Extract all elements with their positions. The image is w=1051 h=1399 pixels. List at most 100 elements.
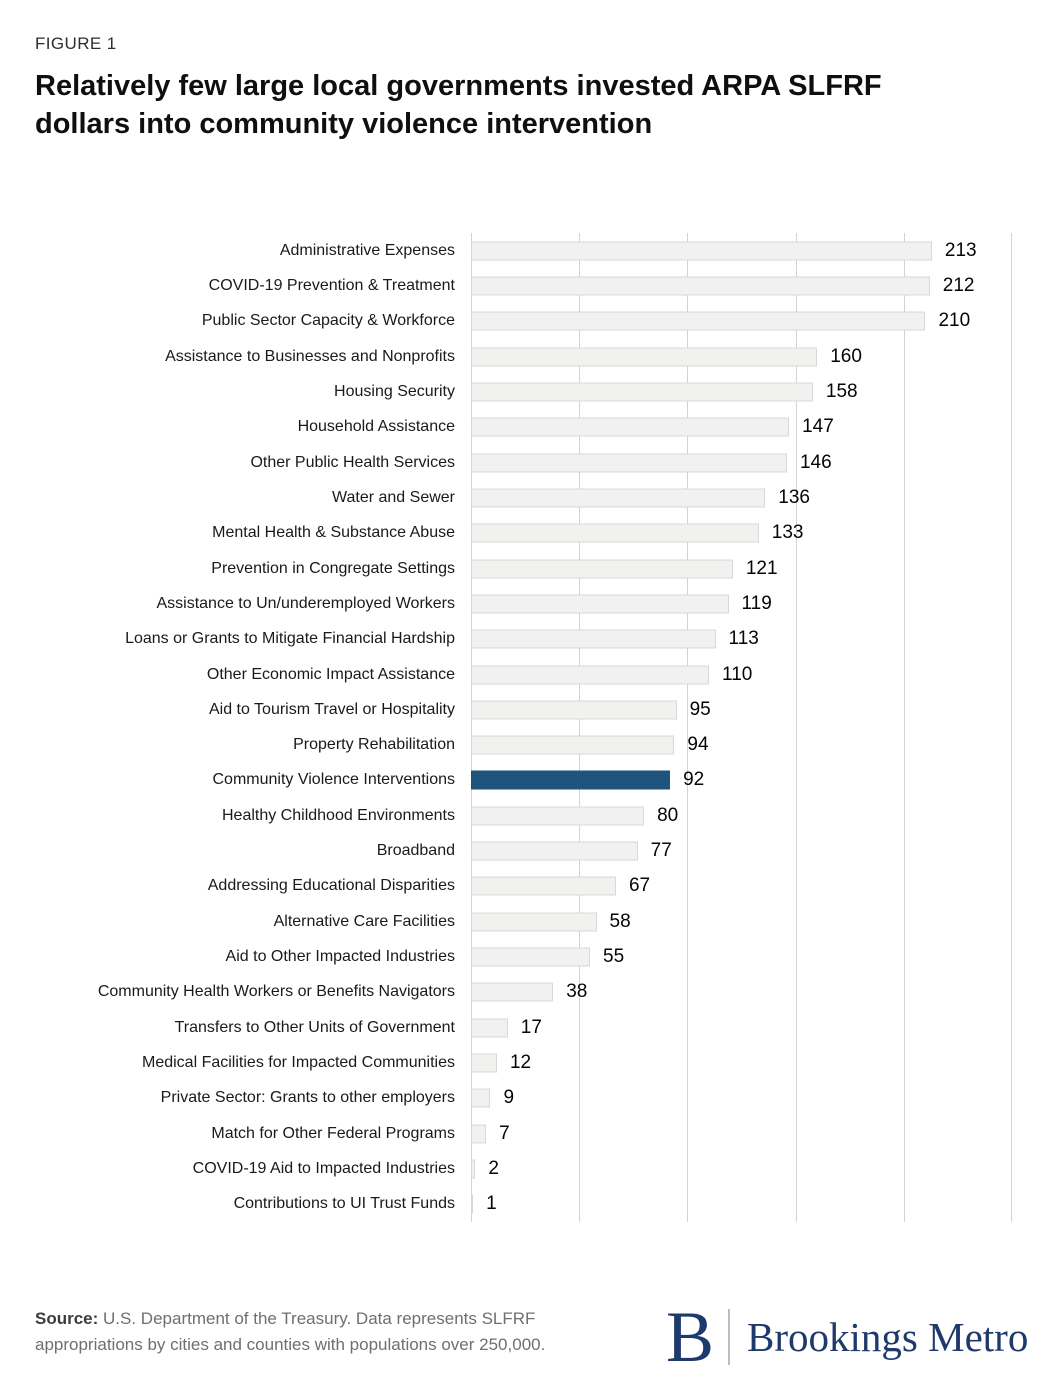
bar [471, 947, 591, 967]
bar-track: 213 [471, 233, 1012, 268]
bar-track: 158 [471, 374, 1012, 409]
bar-track: 147 [471, 410, 1012, 445]
bar [471, 876, 616, 896]
chart-row: Addressing Educational Disparities 67 [0, 869, 1051, 904]
chart-gridlines [471, 233, 1012, 1222]
logo-wordmark: Brookings Metro [747, 1314, 1029, 1360]
bar-track: 212 [471, 268, 1012, 303]
value-label: 147 [802, 416, 834, 438]
category-label: Prevention in Congregate Settings [211, 559, 455, 577]
value-label: 113 [728, 628, 759, 650]
chart-row: Aid to Tourism Travel or Hospitality 95 [0, 692, 1051, 727]
bar-chart: Administrative Expenses 213 COVID-19 Preve… [0, 233, 1051, 1222]
category-label: Loans or Grants to Mitigate Financial Ha… [125, 630, 455, 648]
brookings-metro-logo: B Brookings Metro [666, 1297, 1029, 1377]
chart-row: Alternative Care Facilities 58 [0, 904, 1051, 939]
chart-row: Aid to Other Impacted Industries 55 [0, 939, 1051, 974]
chart-row: Other Public Health Services 146 [0, 445, 1051, 480]
chart-row: Healthy Childhood Environments 80 [0, 798, 1051, 833]
value-label: 80 [657, 804, 679, 826]
source-text: U.S. Department of the Treasury. Data re… [35, 1309, 546, 1354]
chart-row: Private Sector: Grants to other employer… [0, 1081, 1051, 1116]
bar [471, 1018, 508, 1038]
gridline-150 [795, 233, 797, 1222]
logo-divider [728, 1309, 731, 1365]
chart-row: Mental Health & Substance Abuse 133 [0, 516, 1051, 551]
value-label: 95 [689, 698, 711, 720]
figure-title-line-2: dollars into community violence interven… [35, 108, 653, 140]
chart-row: Loans or Grants to Mitigate Financial Ha… [0, 622, 1051, 657]
gridline-200 [903, 233, 905, 1222]
category-label: COVID-19 Aid to Impacted Industries [192, 1160, 455, 1177]
value-label: 119 [741, 592, 772, 614]
category-label: Property Rehabilitation [293, 736, 455, 754]
bar-track: 121 [471, 551, 1012, 586]
bar [471, 700, 677, 720]
bar [471, 665, 710, 684]
value-label: 146 [799, 451, 832, 473]
bar-highlighted [471, 770, 671, 790]
bar-track: 94 [471, 728, 1012, 763]
bar-track: 55 [471, 939, 1012, 974]
category-label: Healthy Childhood Environments [221, 806, 455, 824]
bar [471, 417, 790, 437]
bar [471, 912, 597, 932]
bar-track: 92 [471, 763, 1012, 798]
value-label: 158 [825, 380, 858, 402]
value-label: 77 [650, 840, 672, 862]
figure-label: FIGURE 1 [35, 34, 117, 53]
category-label: Mental Health & Substance Abuse [212, 524, 455, 542]
chart-row: Public Sector Capacity & Workforce 210 [0, 304, 1051, 339]
value-label: 160 [830, 345, 862, 367]
value-label: 133 [771, 522, 804, 544]
bar-track: 17 [471, 1010, 1012, 1045]
value-label: 110 [722, 663, 753, 685]
bar [471, 311, 926, 331]
category-label: Alternative Care Facilities [273, 912, 455, 930]
bar [471, 382, 813, 402]
bar-track: 146 [471, 445, 1012, 480]
value-label: 2 [488, 1158, 499, 1179]
chart-row: Prevention in Congregate Settings 121 [0, 551, 1051, 586]
category-label: Broadband [376, 842, 455, 860]
chart-row: Housing Security 158 [0, 374, 1051, 409]
chart-row: Contributions to UI Trust Funds 1 [0, 1187, 1051, 1222]
category-label: Water and Sewer [331, 488, 455, 506]
brookings-b-monogram-icon: B [666, 1297, 715, 1377]
chart-row: COVID-19 Prevention & Treatment 212 [0, 268, 1051, 303]
value-label: 7 [499, 1122, 510, 1144]
bar-track: 110 [471, 657, 1012, 692]
bar [471, 559, 733, 579]
value-label: 121 [745, 557, 778, 579]
gridline-100 [687, 233, 689, 1222]
category-label: Medical Facilities for Impacted Communit… [142, 1054, 455, 1072]
bar-track: 210 [471, 304, 1012, 339]
chart-rows: Administrative Expenses 213 COVID-19 Preve… [0, 233, 1051, 1222]
chart-row: Household Assistance 147 [0, 410, 1051, 445]
value-label: 213 [944, 239, 977, 261]
value-label: 1 [486, 1193, 497, 1215]
category-label: Transfers to Other Units of Government [174, 1018, 455, 1036]
chart-row: Assistance to Businesses and Nonprofits 1… [0, 339, 1051, 374]
gridline-0 [471, 233, 472, 1222]
figure-title-line-1: Relatively few large local governments i… [35, 70, 882, 102]
category-label: Assistance to Un/underemployed Workers [156, 594, 455, 612]
source-note: Source: U.S. Department of the Treasury.… [35, 1306, 635, 1358]
category-label: Community Health Workers or Benefits Nav… [97, 983, 455, 1001]
bar-track: 119 [471, 586, 1012, 621]
bar-track: 12 [471, 1045, 1012, 1080]
bar [471, 735, 675, 755]
category-label: Household Assistance [297, 418, 455, 436]
value-label: 12 [509, 1052, 532, 1074]
category-label: COVID-19 Prevention & Treatment [208, 276, 455, 294]
value-label: 67 [628, 875, 651, 897]
bar-track: 95 [471, 692, 1012, 727]
chart-row: COVID-19 Aid to Impacted Industries 2 [0, 1151, 1051, 1186]
category-label: Match for Other Federal Programs [211, 1124, 455, 1142]
bar-track: 80 [471, 798, 1012, 833]
value-label: 55 [603, 946, 625, 968]
category-label: Other Economic Impact Assistance [206, 665, 455, 683]
chart-row: Broadband 77 [0, 833, 1051, 868]
bar-track: 9 [471, 1081, 1012, 1116]
gridline-50 [579, 233, 581, 1222]
